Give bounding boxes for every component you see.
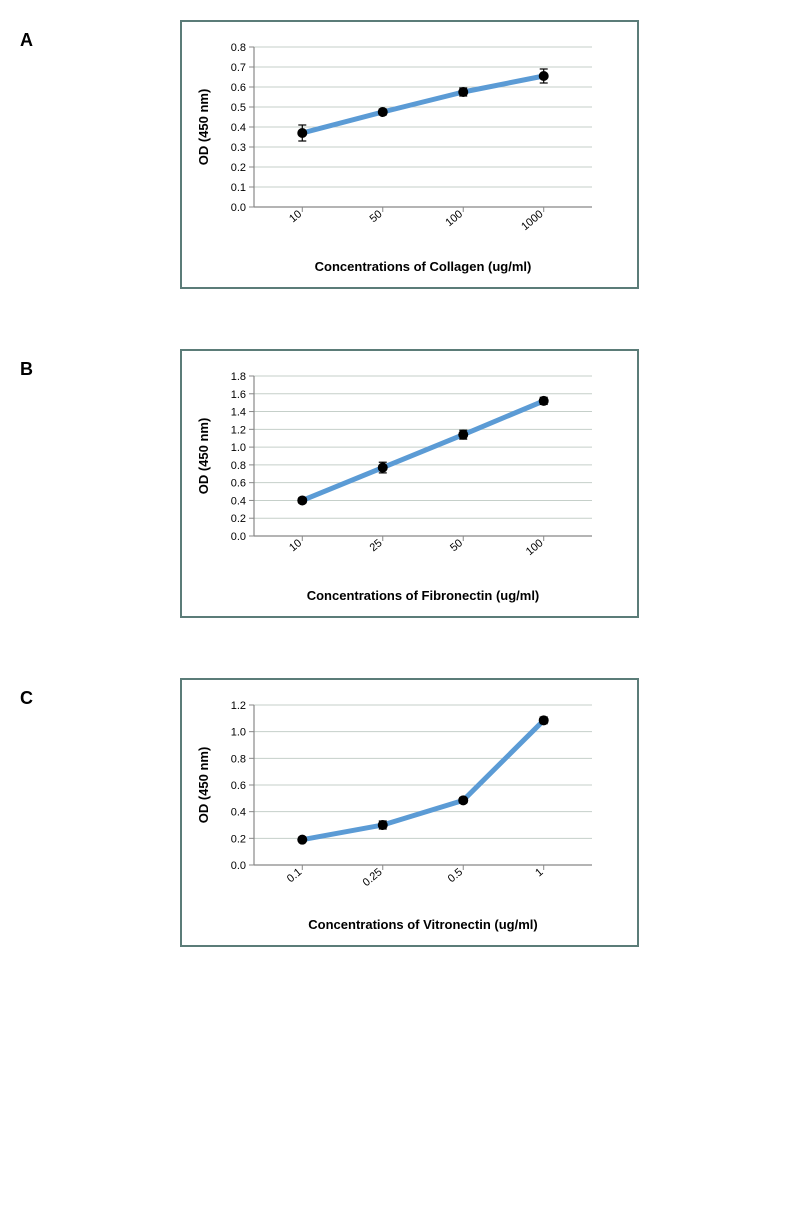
chart-svg-B: 0.0 0.2 0.4 0.6 0.8 1.0 1.2 1.4 1.6 1.8 10 25 50 100 C… (192, 366, 612, 606)
svg-text:1.2: 1.2 (231, 424, 246, 436)
svg-text:0.2: 0.2 (231, 513, 246, 525)
panel-label-A: A (20, 30, 50, 51)
svg-text:0.5: 0.5 (231, 102, 246, 114)
svg-text:OD (450 nm): OD (450 nm) (196, 89, 211, 166)
svg-text:0.2: 0.2 (231, 162, 246, 174)
svg-text:1.8: 1.8 (231, 371, 246, 383)
svg-text:0.25: 0.25 (361, 866, 385, 889)
svg-text:1.0: 1.0 (231, 442, 246, 454)
svg-text:10: 10 (287, 537, 304, 554)
svg-text:0.0: 0.0 (231, 202, 246, 214)
chart-box-C: 0.00.20.40.60.81.01.20.10.250.51Concentr… (180, 678, 639, 947)
svg-text:10: 10 (287, 208, 304, 225)
chart-svg-A: 0.0 0.1 0.2 0.3 0.4 0.5 0.6 0.7 0.8 10 50 100 1000 Co… (192, 37, 612, 277)
svg-text:25: 25 (368, 537, 385, 554)
panel-C: C 0.00.20.40.60.81.01.20.10.250.51Concen… (20, 678, 768, 947)
svg-text:0.0: 0.0 (231, 531, 246, 543)
svg-text:0.4: 0.4 (231, 122, 246, 134)
svg-text:0.1: 0.1 (285, 866, 304, 885)
svg-text:0.6: 0.6 (231, 780, 246, 792)
svg-text:0.4: 0.4 (231, 807, 246, 819)
chart-svg-C: 0.00.20.40.60.81.01.20.10.250.51Concentr… (192, 695, 612, 935)
svg-text:50: 50 (448, 537, 465, 554)
svg-text:0.8: 0.8 (231, 753, 246, 765)
chart-box-B: 0.0 0.2 0.4 0.6 0.8 1.0 1.2 1.4 1.6 1.8 10 25 50 100 C… (180, 349, 639, 618)
svg-text:Concentrations of Vitronectin: Concentrations of Vitronectin (ug/ml) (308, 917, 537, 932)
svg-text:OD (450 nm): OD (450 nm) (196, 747, 211, 824)
svg-text:0.4: 0.4 (231, 495, 246, 507)
svg-text:100: 100 (524, 537, 546, 558)
panel-B: B 0.0 0.2 0.4 0.6 0.8 1.0 1.2 1.4 1.6 1.8 10 25 50 10… (20, 349, 768, 618)
svg-text:0.5: 0.5 (446, 866, 465, 885)
svg-text:1.0: 1.0 (231, 727, 246, 739)
svg-text:0.1: 0.1 (231, 182, 246, 194)
svg-text:0.6: 0.6 (231, 82, 246, 94)
svg-text:1.4: 1.4 (231, 407, 246, 419)
svg-text:1.6: 1.6 (231, 389, 246, 401)
svg-text:100: 100 (443, 208, 465, 229)
svg-text:0.6: 0.6 (231, 478, 246, 490)
svg-text:Concentrations of Collagen (ug: Concentrations of Collagen (ug/ml) (315, 259, 532, 274)
svg-text:OD (450 nm): OD (450 nm) (196, 418, 211, 495)
svg-text:0.7: 0.7 (231, 62, 246, 74)
figure-container: A 0.00.10.20.30.40.50.60.70.810501001000… (20, 20, 768, 947)
svg-text:Concentrations of Fibronectin: Concentrations of Fibronectin (ug/ml) (307, 588, 540, 603)
svg-text:1000: 1000 (519, 208, 545, 233)
panel-label-C: C (20, 688, 50, 709)
svg-text:0.8: 0.8 (231, 42, 246, 54)
svg-text:1.2: 1.2 (231, 700, 246, 712)
svg-text:0.3: 0.3 (231, 142, 246, 154)
panel-A: A 0.0 0.1 0.2 0.3 0.4 0.5 0.6 0.7 0.8 10 50 100 1000… (20, 20, 768, 289)
svg-text:0.8: 0.8 (231, 460, 246, 472)
chart-box-A: 0.0 0.1 0.2 0.3 0.4 0.5 0.6 0.7 0.8 10 50 100 1000 Co… (180, 20, 639, 289)
svg-text:0.0: 0.0 (231, 860, 246, 872)
panel-label-B: B (20, 359, 50, 380)
svg-text:50: 50 (368, 208, 385, 225)
svg-text:0.2: 0.2 (231, 833, 246, 845)
